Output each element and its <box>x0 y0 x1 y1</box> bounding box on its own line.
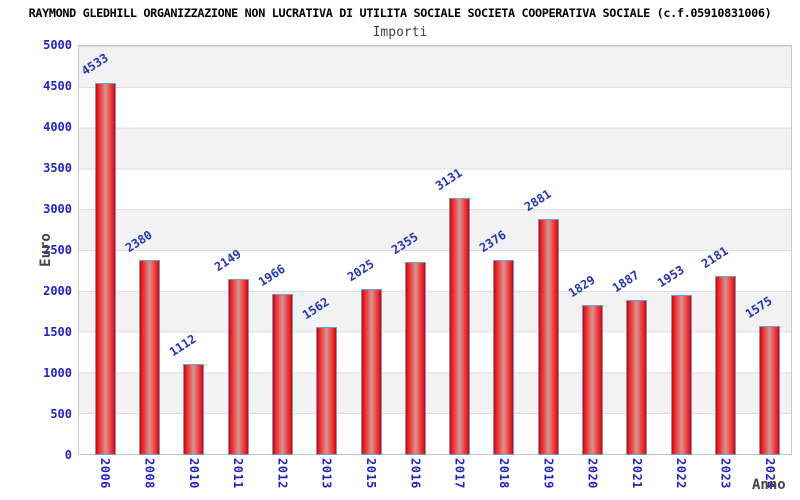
bar-2006 <box>94 83 116 455</box>
x-tick-label: 2008 <box>142 458 157 489</box>
x-tick-label: 2023 <box>718 458 733 489</box>
y-tick-label: 4000 <box>43 119 72 134</box>
x-tick-label: 2024 <box>762 458 777 489</box>
y-tick-label: 4500 <box>43 78 72 93</box>
bar-2018 <box>493 260 515 455</box>
x-tick-label: 2015 <box>364 458 379 489</box>
bar-2022 <box>670 294 692 455</box>
y-tick-label: 2500 <box>43 242 72 257</box>
x-tick-label: 2013 <box>319 458 334 489</box>
y-tick-label: 1000 <box>43 365 72 380</box>
x-tick-label: 2019 <box>541 458 556 489</box>
x-tick-cell: 2020 <box>570 458 614 498</box>
x-tick-label: 2010 <box>186 458 201 489</box>
bar-2020 <box>582 305 604 455</box>
bar-2017 <box>449 198 471 455</box>
x-tick-cell: 2023 <box>703 458 747 498</box>
bar-2012 <box>271 293 293 455</box>
x-tick-cell: 2018 <box>482 458 526 498</box>
x-tick-cell: 2024 <box>748 458 792 498</box>
x-tick-label: 2018 <box>496 458 511 489</box>
x-tick-label: 2020 <box>585 458 600 489</box>
x-tick-label: 2022 <box>674 458 689 489</box>
x-tick-cell: 2017 <box>438 458 482 498</box>
x-tick-cell: 2011 <box>216 458 260 498</box>
x-tick-cell: 2016 <box>393 458 437 498</box>
chart-subtitle: Importi <box>372 25 428 40</box>
x-tick-cell: 2021 <box>615 458 659 498</box>
x-tick-cell: 2013 <box>305 458 349 498</box>
x-tick-label: 2017 <box>452 458 467 489</box>
x-tick-label: 2021 <box>629 458 644 489</box>
y-tick-label: 2000 <box>43 283 72 298</box>
x-tick-cell: 2010 <box>172 458 216 498</box>
x-tick-cell: 2012 <box>260 458 304 498</box>
bar-2023 <box>715 276 737 455</box>
x-tick-label: 2011 <box>231 458 246 489</box>
bar-2010 <box>183 363 205 455</box>
x-tick-label: 2012 <box>275 458 290 489</box>
x-tick-cell: 2008 <box>127 458 171 498</box>
x-tick-label: 2016 <box>408 458 423 489</box>
bar-2013 <box>316 326 338 455</box>
x-tick-label: 2006 <box>98 458 113 489</box>
bar-2015 <box>360 288 382 455</box>
x-axis-labels: 2006 2008 2010 2011 2012 2013 2015 2016 2017 2018… <box>83 458 792 498</box>
x-tick-cell: 2022 <box>659 458 703 498</box>
bar-2008 <box>138 259 160 455</box>
chart-title: RAYMOND GLEDHILL ORGANIZZAZIONE NON LUCR… <box>28 6 772 20</box>
y-tick-label: 3000 <box>43 201 72 216</box>
bar-2016 <box>404 261 426 455</box>
y-axis-title: Euro <box>38 233 54 267</box>
bar-2021 <box>626 300 648 455</box>
x-tick-cell: 2015 <box>349 458 393 498</box>
x-tick-cell: 2006 <box>83 458 127 498</box>
y-tick-label: 5000 <box>43 37 72 52</box>
bar-2019 <box>537 218 559 455</box>
bar-2011 <box>227 278 249 455</box>
x-axis-title: Anno <box>752 477 786 493</box>
y-tick-label: 3500 <box>43 160 72 175</box>
bar-2024 <box>759 325 781 455</box>
y-tick-label: 1500 <box>43 324 72 339</box>
y-tick-label: 500 <box>50 406 72 421</box>
y-tick-label: 0 <box>64 447 72 462</box>
x-tick-cell: 2019 <box>526 458 570 498</box>
